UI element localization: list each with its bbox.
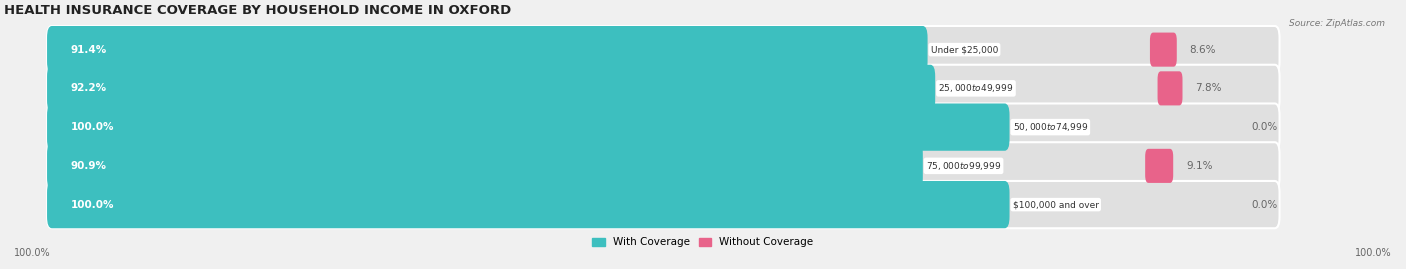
Text: 100.0%: 100.0% [1355, 248, 1392, 258]
Text: $100,000 and over: $100,000 and over [1012, 200, 1098, 209]
FancyBboxPatch shape [46, 26, 1279, 73]
FancyBboxPatch shape [1150, 33, 1177, 67]
Text: $75,000 to $99,999: $75,000 to $99,999 [927, 160, 1001, 172]
Text: HEALTH INSURANCE COVERAGE BY HOUSEHOLD INCOME IN OXFORD: HEALTH INSURANCE COVERAGE BY HOUSEHOLD I… [4, 4, 512, 17]
FancyBboxPatch shape [1157, 71, 1182, 105]
Text: $50,000 to $74,999: $50,000 to $74,999 [1012, 121, 1088, 133]
Text: Source: ZipAtlas.com: Source: ZipAtlas.com [1289, 19, 1385, 28]
Text: 9.1%: 9.1% [1185, 161, 1212, 171]
FancyBboxPatch shape [1144, 149, 1173, 183]
Text: $25,000 to $49,999: $25,000 to $49,999 [938, 82, 1014, 94]
FancyBboxPatch shape [46, 65, 935, 112]
FancyBboxPatch shape [46, 181, 1010, 228]
Text: 100.0%: 100.0% [70, 200, 114, 210]
FancyBboxPatch shape [46, 181, 1279, 228]
Text: 92.2%: 92.2% [70, 83, 107, 93]
Text: 91.4%: 91.4% [70, 45, 107, 55]
FancyBboxPatch shape [46, 26, 928, 73]
Text: Under $25,000: Under $25,000 [931, 45, 998, 54]
FancyBboxPatch shape [46, 142, 922, 189]
Text: 8.6%: 8.6% [1189, 45, 1216, 55]
Text: 100.0%: 100.0% [70, 122, 114, 132]
FancyBboxPatch shape [46, 65, 1279, 112]
Text: 90.9%: 90.9% [70, 161, 107, 171]
Text: 7.8%: 7.8% [1195, 83, 1222, 93]
Text: 0.0%: 0.0% [1251, 200, 1277, 210]
FancyBboxPatch shape [46, 104, 1010, 151]
FancyBboxPatch shape [46, 104, 1279, 151]
Text: 100.0%: 100.0% [14, 248, 51, 258]
FancyBboxPatch shape [46, 142, 1279, 189]
Legend: With Coverage, Without Coverage: With Coverage, Without Coverage [588, 233, 818, 252]
Text: 0.0%: 0.0% [1251, 122, 1277, 132]
